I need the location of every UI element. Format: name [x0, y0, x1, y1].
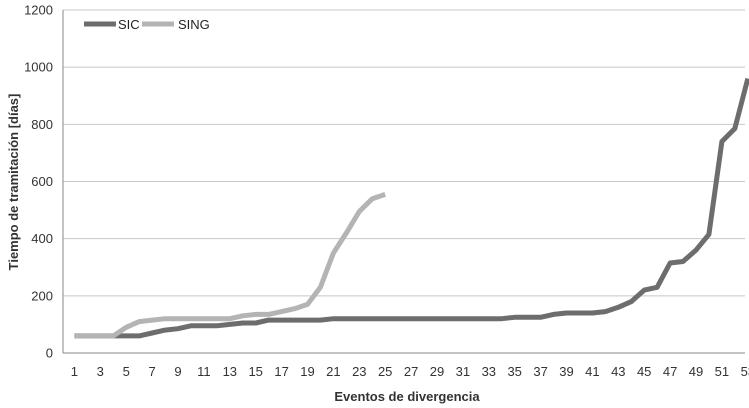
y-tick-label: 0	[46, 346, 53, 361]
x-tick-label: 17	[274, 364, 288, 379]
x-tick-label: 27	[404, 364, 418, 379]
x-tick-label: 15	[248, 364, 262, 379]
x-tick-label: 21	[326, 364, 340, 379]
y-tick-label: 1200	[24, 3, 53, 18]
series-line-sic	[74, 77, 749, 339]
x-tick-label: 25	[378, 364, 392, 379]
x-tick-label: 45	[637, 364, 651, 379]
y-tick-label: 800	[31, 117, 53, 132]
y-axis-title: Tiempo de tramitación [días]	[6, 94, 21, 271]
x-tick-label: 1	[71, 364, 78, 379]
x-tick-label: 35	[507, 364, 521, 379]
x-tick-label: 51	[715, 364, 729, 379]
x-tick-label: 47	[663, 364, 677, 379]
axes	[62, 10, 745, 354]
x-tick-label: 19	[300, 364, 314, 379]
x-tick-label: 41	[585, 364, 599, 379]
x-tick-label: 9	[174, 364, 181, 379]
series-lines	[74, 77, 749, 339]
series-line-sing	[74, 192, 386, 339]
x-tick-label: 23	[352, 364, 366, 379]
y-tick-label: 600	[31, 174, 53, 189]
x-tick-label: 39	[559, 364, 573, 379]
x-tick-label: 31	[456, 364, 470, 379]
legend: SIC SING	[84, 17, 210, 32]
x-tick-label: 33	[482, 364, 496, 379]
y-tick-label: 1000	[24, 60, 53, 75]
y-tick-label: 400	[31, 231, 53, 246]
gridlines	[63, 9, 745, 297]
x-tick-label: 49	[689, 364, 703, 379]
x-tick-label: 29	[430, 364, 444, 379]
x-tick-label: 11	[197, 364, 211, 379]
y-tick-label: 200	[31, 288, 53, 303]
legend-label: SIC	[118, 17, 140, 32]
x-tick-label: 3	[97, 364, 104, 379]
x-tick-label: 5	[123, 364, 130, 379]
x-axis-title: Eventos de divergencia	[334, 389, 480, 404]
x-tick-labels: 1 3 5 7 9 11 13 15 17 19 21 23 25 27 29 31 33 35 37 39 41 43 4…	[71, 364, 749, 379]
y-tick-labels: 0 200 400 600 800 1000 1200	[24, 3, 53, 361]
x-tick-label: 7	[148, 364, 155, 379]
x-tick-label: 43	[611, 364, 625, 379]
x-tick-label: 13	[223, 364, 237, 379]
x-tick-label: 53	[741, 364, 749, 379]
x-tick-label: 37	[533, 364, 547, 379]
legend-label: SING	[178, 17, 210, 32]
